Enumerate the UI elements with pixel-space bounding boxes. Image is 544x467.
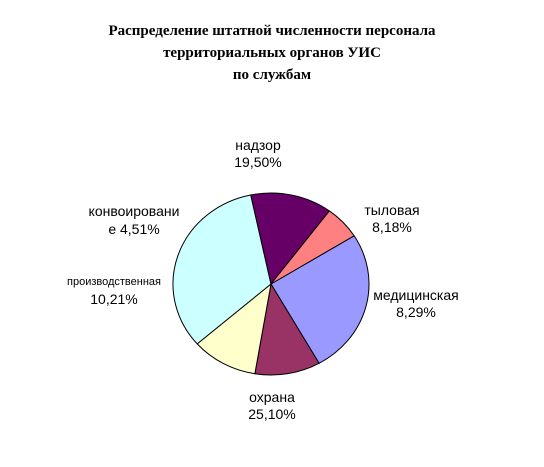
chart-title-line-1: Распределение штатной численности персон… — [108, 23, 436, 39]
slice-label-1-line-0: тыловая — [364, 202, 419, 218]
slice-label-0-line-0: надзор — [235, 137, 281, 153]
slice-label-4-line-0: производственная — [67, 276, 161, 288]
chart-title: Распределение штатной численности персон… — [108, 23, 436, 83]
pie-slice-5 — [270, 210, 355, 285]
chart-title-line-2: территориальных органов УИС — [163, 45, 381, 61]
slice-label-5-line-0: конвоировани — [89, 203, 180, 219]
slice-label-1-line-1: 8,18% — [372, 219, 412, 235]
chart-title-line-3: по службам — [233, 67, 311, 83]
pie-slice-0 — [270, 235, 370, 364]
slice-label-0-line-1: 19,50% — [234, 154, 281, 170]
pie-slice-3 — [172, 194, 272, 345]
slice-label-5-line-1: е 4,51% — [108, 221, 159, 237]
slice-label-3-line-1: 25,10% — [248, 406, 295, 422]
slice-label-2-line-1: 8,29% — [396, 304, 436, 320]
pie-slices — [172, 192, 370, 376]
pie-slice-1 — [254, 282, 320, 376]
slice-label-3-line-0: охрана — [249, 389, 295, 405]
pie-slice-2 — [196, 282, 272, 375]
pie-slice-4 — [250, 192, 331, 286]
slice-label-2-line-0: медицинская — [373, 287, 458, 303]
slice-label-4-line-1: 10,21% — [90, 291, 137, 307]
